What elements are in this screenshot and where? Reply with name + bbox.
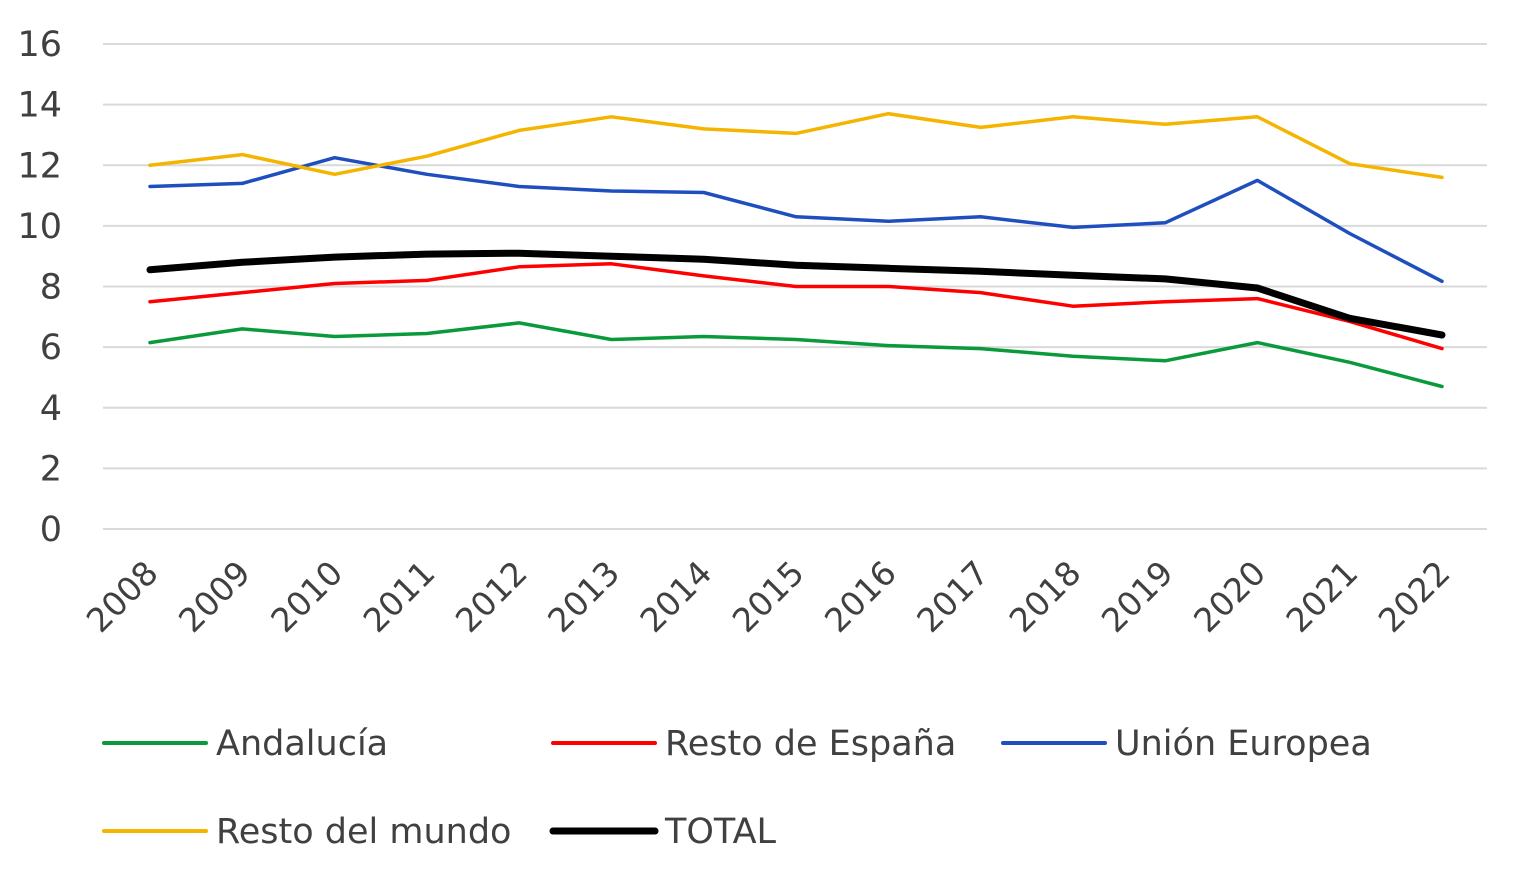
x-tick-label: 2019 — [1094, 553, 1181, 640]
legend-label-resto-de-espana: Resto de España — [665, 724, 956, 764]
legend-label-resto-del-mundo: Resto del mundo — [216, 812, 511, 852]
series-line-andalucia — [148, 321, 1444, 389]
y-tick-label: 10 — [17, 207, 62, 247]
x-tick-label: 2018 — [1002, 553, 1089, 640]
y-tick-label: 0 — [40, 510, 62, 550]
legend-item-resto-de-espana[interactable]: Resto de España — [551, 724, 956, 764]
x-tick-label: 2021 — [1278, 553, 1365, 640]
y-tick-label: 4 — [40, 389, 62, 429]
legend-label-total: TOTAL — [664, 812, 777, 852]
y-tick-label: 12 — [17, 146, 62, 186]
x-tick-label: 2013 — [540, 553, 627, 640]
legend: Andalucía Resto de España Unión Europea … — [102, 724, 1372, 852]
legend-item-total[interactable]: TOTAL — [549, 812, 777, 852]
x-tick-label: 2008 — [79, 553, 166, 640]
legend-label-andalucia: Andalucía — [216, 724, 388, 764]
x-tick-label: 2010 — [263, 553, 350, 640]
y-axis-tick-labels: 0 2 4 6 8 10 12 14 16 — [17, 25, 62, 550]
series-line-resto-del-mundo — [148, 111, 1444, 180]
y-tick-label: 14 — [17, 86, 62, 126]
legend-item-resto-del-mundo[interactable]: Resto del mundo — [102, 812, 511, 852]
legend-item-andalucia[interactable]: Andalucía — [102, 724, 388, 764]
x-tick-label: 2017 — [909, 553, 996, 640]
series-line-total — [146, 249, 1446, 339]
x-tick-label: 2011 — [356, 553, 443, 640]
x-tick-label: 2022 — [1371, 553, 1458, 640]
y-tick-label: 8 — [40, 268, 62, 308]
y-tick-label: 2 — [40, 449, 62, 489]
x-tick-label: 2020 — [1186, 553, 1273, 640]
x-tick-label: 2016 — [817, 553, 904, 640]
y-tick-label: 6 — [40, 328, 62, 368]
y-tick-label: 16 — [17, 25, 62, 65]
x-axis-tick-labels: 2008 2009 2010 2011 2012 2013 2014 2015 2016 2017… — [79, 553, 1458, 640]
x-tick-label: 2015 — [725, 553, 812, 640]
x-tick-label: 2009 — [171, 553, 258, 640]
x-tick-label: 2012 — [448, 553, 535, 640]
series-lines — [146, 111, 1446, 389]
legend-item-union-europea[interactable]: Unión Europea — [1001, 724, 1372, 764]
legend-label-union-europea: Unión Europea — [1115, 724, 1372, 764]
x-tick-label: 2014 — [632, 553, 719, 640]
